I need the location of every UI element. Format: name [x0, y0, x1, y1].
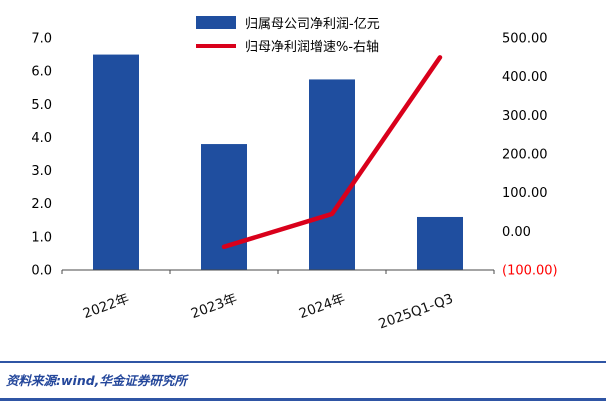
profit-bar — [417, 216, 463, 270]
right-axis-tick-label: 500.00 — [502, 32, 548, 47]
legend-label-net-profit: 归属母公司净利润-亿元 — [245, 17, 380, 32]
legend-item-growth: 归母净利润增速%-右轴 — [196, 36, 380, 55]
chart-legend: 归属母公司净利润-亿元 归母净利润增速%-右轴 — [196, 13, 380, 55]
right-axis-tick-label: 300.00 — [502, 109, 548, 124]
right-axis-tick-label: 100.00 — [502, 186, 548, 201]
left-axis-tick-label: 6.0 — [31, 65, 52, 80]
source-note: 资料来源:wind,华金证券研究所 — [0, 361, 606, 401]
left-axis-tick-label: 5.0 — [31, 98, 52, 113]
right-axis-tick-label: 0.00 — [502, 225, 531, 240]
right-axis-tick-label: 400.00 — [502, 70, 548, 85]
left-axis-tick-label: 2.0 — [31, 197, 52, 212]
source-note-text: 资料来源:wind,华金证券研究所 — [6, 373, 187, 388]
left-axis-tick-label: 0.0 — [31, 264, 52, 279]
x-axis-category-label: 2022年 — [81, 291, 131, 322]
right-axis-tick-label: 200.00 — [502, 148, 548, 163]
left-axis-tick-label: 7.0 — [31, 32, 52, 47]
left-axis-tick-label: 1.0 — [31, 230, 52, 245]
growth-line — [221, 55, 443, 250]
left-axis-tick-label: 4.0 — [31, 131, 52, 146]
x-axis-category-label: 2023年 — [189, 291, 239, 322]
profit-bar — [309, 79, 355, 270]
left-axis-tick-label: 3.0 — [31, 164, 52, 179]
profit-bar — [93, 54, 139, 271]
line-series-swatch-icon — [196, 43, 236, 48]
profit-bar — [201, 144, 247, 270]
x-axis-category-label: 2025Q1-Q3 — [376, 291, 455, 333]
bar-series-swatch-icon — [196, 16, 236, 29]
legend-label-growth: 归母净利润增速%-右轴 — [245, 40, 380, 55]
legend-item-net-profit: 归属母公司净利润-亿元 — [196, 13, 380, 32]
right-axis-tick-label: (100.00) — [502, 264, 558, 279]
x-axis-category-label: 2024年 — [297, 291, 347, 322]
combo-chart: 7.0 6.0 5.0 4.0 3.0 2.0 1.0 0.0 500.00 400.00 300.… — [31, 32, 558, 333]
